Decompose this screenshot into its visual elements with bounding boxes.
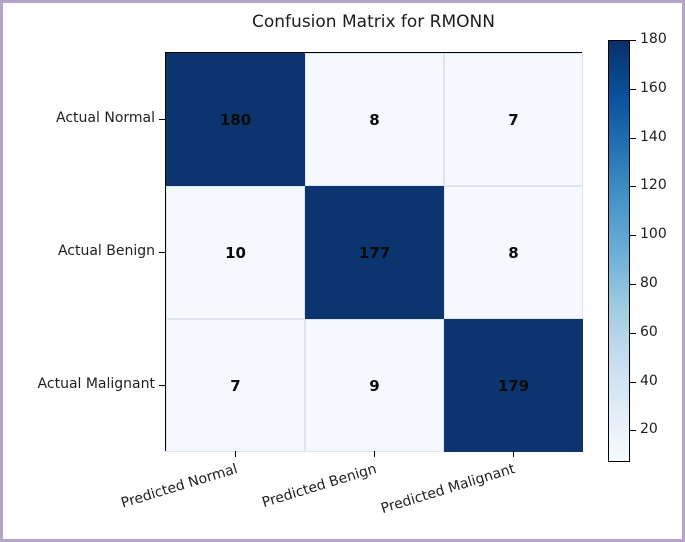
- colorbar-tick: [630, 40, 636, 41]
- y-tick: [159, 118, 165, 120]
- y-tick: [159, 251, 165, 253]
- colorbar-tick-label: 80: [640, 274, 658, 291]
- colorbar: [608, 40, 630, 462]
- colorbar-tick: [630, 283, 636, 285]
- colorbar-tick: [630, 332, 636, 334]
- colorbar-tick: [630, 137, 636, 139]
- cell-value: 8: [508, 243, 519, 262]
- x-tick: [512, 451, 514, 457]
- x-tick-label-text: Predicted Normal: [118, 461, 240, 512]
- colorbar-tick-label: 120: [640, 177, 667, 194]
- y-tick-label: Actual Normal: [56, 109, 155, 126]
- colorbar-tick: [630, 186, 636, 188]
- colorbar-tick-label: 140: [640, 128, 667, 145]
- colorbar-tick: [630, 430, 636, 432]
- y-tick: [159, 384, 165, 386]
- cell-value: 7: [508, 110, 519, 129]
- matrix-cell: 7: [444, 53, 583, 186]
- colorbar-tick-label: 20: [640, 421, 658, 438]
- cell-value: 10: [225, 243, 246, 262]
- matrix-cell: 7: [166, 319, 305, 452]
- cell-value: 177: [358, 243, 391, 262]
- x-tick-label-text: Predicted Benign: [259, 461, 379, 512]
- colorbar-tick-label: 40: [640, 372, 658, 389]
- matrix-cell: 8: [444, 186, 583, 319]
- colorbar-tick-label: 60: [640, 323, 658, 340]
- matrix-cell: 10: [166, 186, 305, 319]
- cell-value: 8: [369, 110, 380, 129]
- colorbar-tick-label: 180: [640, 31, 667, 47]
- matrix-cell: 180: [166, 53, 305, 186]
- y-tick-label: Actual Benign: [57, 242, 155, 259]
- colorbar-tick: [630, 381, 636, 383]
- matrix-cell: 9: [305, 319, 444, 452]
- cell-value: 179: [497, 376, 530, 395]
- colorbar-tick-label: 100: [640, 226, 667, 243]
- x-tick-label-text: Predicted Malignant: [379, 461, 518, 518]
- cell-value: 180: [219, 110, 252, 129]
- cell-value: 7: [230, 376, 241, 395]
- x-tick: [234, 451, 236, 457]
- colorbar-tick-label: 160: [640, 79, 667, 96]
- colorbar-tick: [630, 88, 636, 90]
- matrix-cell: 8: [305, 53, 444, 186]
- y-tick-label: Actual Malignant: [37, 375, 155, 392]
- heatmap-grid: 180 8 7 10 177 8 7 9 179: [165, 52, 583, 452]
- matrix-cell: 177: [305, 186, 444, 319]
- colorbar-tick: [630, 235, 636, 237]
- matrix-cell: 179: [444, 319, 583, 452]
- x-tick: [373, 451, 375, 457]
- cell-value: 9: [369, 376, 380, 395]
- chart-title: Confusion Matrix for RMONN: [252, 12, 495, 32]
